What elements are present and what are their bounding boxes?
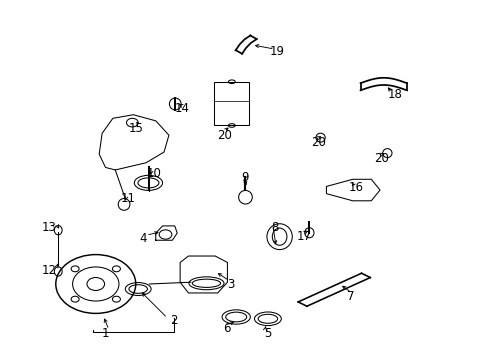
Text: 18: 18 — [386, 88, 401, 101]
Text: 10: 10 — [146, 167, 162, 180]
Text: 20: 20 — [217, 129, 232, 142]
Text: 1: 1 — [102, 327, 109, 340]
Text: 13: 13 — [42, 221, 57, 234]
Text: 15: 15 — [128, 122, 143, 135]
Text: 2: 2 — [170, 314, 177, 327]
Text: 14: 14 — [174, 103, 189, 116]
Text: 12: 12 — [42, 264, 57, 277]
Text: 3: 3 — [227, 278, 234, 291]
Text: 19: 19 — [269, 45, 285, 58]
Text: 5: 5 — [264, 327, 271, 340]
Text: 6: 6 — [222, 322, 230, 335]
Text: 4: 4 — [139, 231, 146, 244]
Text: 8: 8 — [271, 221, 278, 234]
Text: 20: 20 — [310, 136, 325, 149]
Text: 9: 9 — [241, 171, 249, 184]
Text: 17: 17 — [296, 230, 311, 243]
Text: 11: 11 — [121, 192, 136, 205]
Text: 20: 20 — [374, 152, 388, 165]
Text: 7: 7 — [346, 290, 354, 303]
Text: 16: 16 — [347, 181, 363, 194]
